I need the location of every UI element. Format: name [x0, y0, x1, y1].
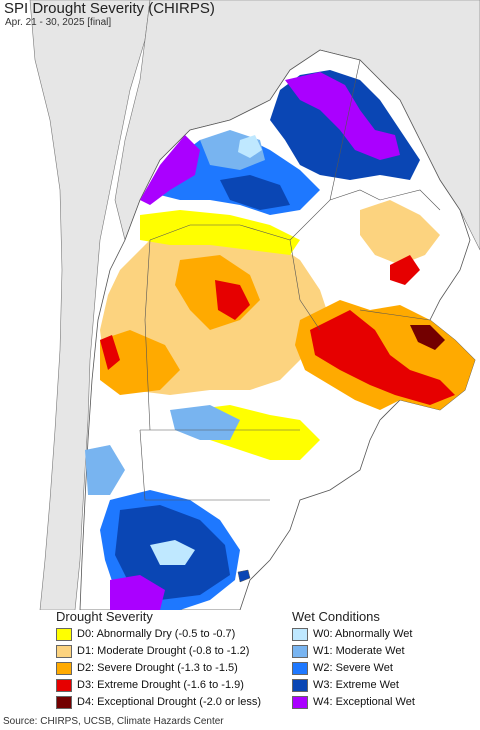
wet-w3-centralnorth	[220, 175, 290, 210]
legend-swatch-d0	[56, 627, 72, 641]
legend-swatch-w3	[292, 678, 308, 692]
legend-swatch-d2	[56, 661, 72, 675]
drought-d3-west	[100, 335, 120, 370]
drought-map	[29, 0, 480, 610]
legend-label-d2: D2: Severe Drought (-1.3 to -1.5)	[77, 662, 238, 674]
legend-drought-heading: Drought Severity	[56, 609, 153, 624]
border-lines	[139, 59, 441, 501]
legend-label-d1: D1: Moderate Drought (-0.8 to -1.2)	[77, 645, 250, 657]
legend-swatch-w4	[292, 695, 308, 709]
legend-item-d2: D2: Severe Drought (-1.3 to -1.5)	[56, 660, 238, 676]
legend-label-w4: W4: Exceptional Wet	[313, 696, 415, 708]
legend-swatch-d3	[56, 678, 72, 692]
wet-w1-south	[170, 405, 240, 440]
legend-label-w0: W0: Abnormally Wet	[313, 628, 413, 640]
drought-d4-east	[410, 325, 445, 350]
legend-swatch-d4	[56, 695, 72, 709]
legend-label-d4: D4: Exceptional Drought (-2.0 or less)	[77, 696, 262, 708]
legend-item-w4: W4: Exceptional Wet	[292, 694, 415, 710]
legend-label-w2: W2: Severe Wet	[313, 662, 393, 674]
legend-item-d0: D0: Abnormally Dry (-0.5 to -0.7)	[56, 626, 235, 642]
legend-label-d0: D0: Abnormally Dry (-0.5 to -0.7)	[77, 628, 236, 640]
legend-swatch-w1	[292, 644, 308, 658]
legend-swatch-w0	[292, 627, 308, 641]
legend-item-d3: D3: Extreme Drought (-1.6 to -1.9)	[56, 677, 244, 693]
legend-item-w2: W2: Severe Wet	[292, 660, 393, 676]
drought-d3-northeast	[390, 255, 420, 285]
source-credit: Source: CHIRPS, UCSB, Climate Hazards Ce…	[3, 716, 224, 727]
legend-item-d1: D1: Moderate Drought (-0.8 to -1.2)	[56, 643, 249, 659]
drought-d3-central	[215, 280, 250, 320]
legend-wet-heading: Wet Conditions	[292, 609, 380, 624]
legend-swatch-d1	[56, 644, 72, 658]
wet-w4-north	[285, 72, 400, 160]
legend-item-w1: W1: Moderate Wet	[292, 643, 405, 659]
legend-swatch-w2	[292, 661, 308, 675]
neighbor-land-west	[29, 0, 151, 610]
drought-d0-central	[140, 210, 300, 255]
legend-item-w3: W3: Extreme Wet	[292, 677, 399, 693]
legend: Drought Severity Wet Conditions D0: Abno…	[0, 608, 480, 713]
wet-w1-southwest	[85, 445, 125, 495]
legend-label-w1: W1: Moderate Wet	[313, 645, 405, 657]
legend-item-d4: D4: Exceptional Drought (-2.0 or less)	[56, 694, 261, 710]
legend-item-w0: W0: Abnormally Wet	[292, 626, 412, 642]
drought-d2-west	[100, 330, 180, 395]
wet-w0-south	[150, 540, 195, 565]
wet-w4-northwest	[140, 135, 200, 205]
falkland-island	[237, 569, 251, 583]
wet-w4-south	[110, 575, 165, 610]
wet-w0-north	[238, 135, 262, 158]
map-title: SPI Drought Severity (CHIRPS)	[4, 0, 215, 17]
drought-d3-east	[310, 310, 455, 405]
drought-d1-northeast	[360, 200, 440, 265]
map-subtitle: Apr. 21 - 30, 2025 [final]	[5, 17, 112, 28]
legend-label-d3: D3: Extreme Drought (-1.6 to -1.9)	[77, 679, 244, 691]
legend-label-w3: W3: Extreme Wet	[313, 679, 399, 691]
